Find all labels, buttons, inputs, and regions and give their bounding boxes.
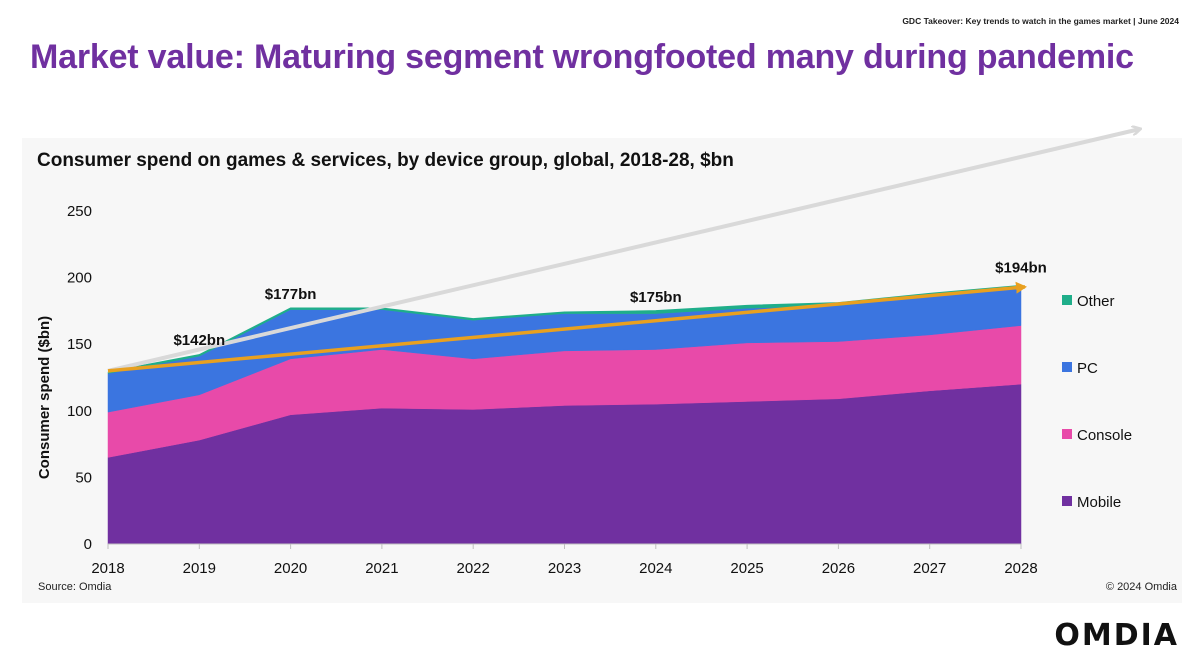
- x-tick-label: 2025: [730, 560, 763, 577]
- legend-swatch-mobile: [1062, 496, 1072, 506]
- x-tick-label: 2023: [548, 560, 581, 577]
- legend-label-pc: PC: [1077, 360, 1098, 377]
- y-tick-label: 0: [84, 536, 92, 553]
- page-title: Market value: Maturing segment wrongfoot…: [30, 38, 1134, 76]
- chart-axes: 0 50 100 150 200 250 2018 2019 2020 2021 2022 2023 2…: [36, 203, 1038, 577]
- y-tick-label: 200: [67, 270, 92, 287]
- report-note: GDC Takeover: Key trends to watch in the…: [902, 16, 1179, 26]
- x-tick-label: 2022: [457, 560, 490, 577]
- value-annotation: $177bn: [265, 286, 317, 303]
- chart-annotations: $142bn $177bn $175bn $194bn: [173, 260, 1046, 349]
- x-tick-label: 2028: [1004, 560, 1037, 577]
- omdia-logo: OMDIA: [1054, 618, 1179, 653]
- y-axis-label: Consumer spend ($bn): [36, 316, 53, 479]
- growth-expectation-arrow: [107, 129, 1140, 373]
- x-tick-label: 2021: [365, 560, 398, 577]
- x-tick-label: 2019: [183, 560, 216, 577]
- x-tick-label: 2018: [91, 560, 124, 577]
- copyright-note: © 2024 Omdia: [1105, 581, 1177, 593]
- x-tick-label: 2026: [822, 560, 855, 577]
- chart-legend: Other PC Console Mobile: [1062, 293, 1132, 511]
- y-tick-label: 250: [67, 203, 92, 220]
- value-annotation: $194bn: [995, 260, 1047, 277]
- legend-label-console: Console: [1077, 427, 1132, 444]
- legend-swatch-console: [1062, 429, 1072, 439]
- legend-label-mobile: Mobile: [1077, 494, 1121, 511]
- y-tick-label: 150: [67, 336, 92, 353]
- x-tick-label: 2024: [639, 560, 672, 577]
- x-tick-label: 2020: [274, 560, 307, 577]
- legend-swatch-pc: [1062, 362, 1072, 372]
- chart-title: Consumer spend on games & services, by d…: [37, 150, 734, 171]
- chart-decorations: [107, 129, 1140, 373]
- legend-label-other: Other: [1077, 293, 1115, 310]
- value-annotation: $175bn: [630, 289, 682, 306]
- y-tick-label: 100: [67, 403, 92, 420]
- source-note: Source: Omdia: [38, 581, 112, 593]
- value-annotation: $142bn: [173, 332, 225, 349]
- y-tick-label: 50: [75, 469, 92, 486]
- x-tick-label: 2027: [913, 560, 946, 577]
- area-layers: [107, 284, 1022, 545]
- legend-swatch-other: [1062, 295, 1072, 305]
- trend-arrow: [107, 281, 1027, 373]
